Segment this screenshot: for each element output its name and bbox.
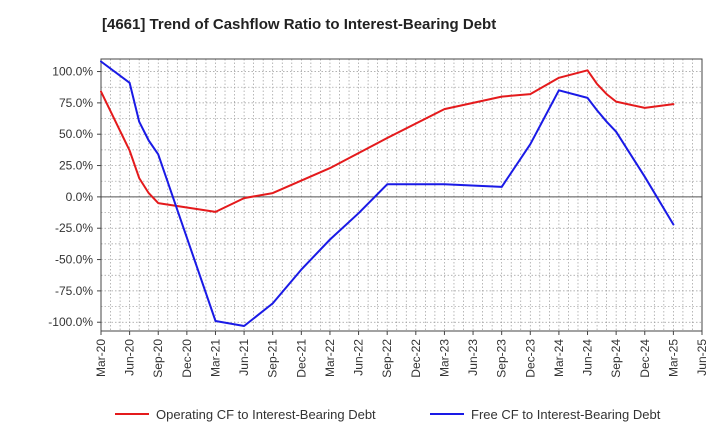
y-tick-label: -75.0% — [55, 284, 93, 298]
x-tick-label: Mar-22 — [323, 339, 337, 377]
x-tick-label: Sep-20 — [151, 339, 165, 378]
x-tick-label: Sep-21 — [266, 339, 280, 378]
x-tick-label: Dec-22 — [409, 339, 423, 378]
axis-layer: 100.0% 75.0% 50.0% 25.0% 0.0% -25.0% -50.0% -75… — [48, 58, 709, 378]
x-tick-label: Mar-20 — [94, 339, 108, 377]
y-tick-label: 25.0% — [59, 159, 93, 173]
x-tick-label: Jun-23 — [466, 339, 480, 376]
legend-layer: Operating CF to Interest-Bearing Debt Fre… — [115, 407, 661, 422]
grid-layer — [100, 59, 703, 331]
series-layer — [100, 60, 675, 327]
legend-label-2: Free CF to Interest-Bearing Debt — [471, 407, 661, 422]
legend-label-1: Operating CF to Interest-Bearing Debt — [156, 407, 376, 422]
x-tick-label: Jun-21 — [237, 339, 251, 376]
x-tick-label: Sep-23 — [495, 339, 509, 378]
series-line-2 — [100, 60, 675, 327]
y-tick-label: 50.0% — [59, 127, 93, 141]
y-tick-label: 75.0% — [59, 96, 93, 110]
y-tick-label: -25.0% — [55, 221, 93, 235]
series-line-1 — [100, 69, 675, 213]
x-tick-label: Jun-22 — [352, 339, 366, 376]
x-tick-label: Mar-25 — [666, 339, 680, 377]
x-tick-label: Mar-21 — [208, 339, 222, 377]
x-tick-label: Sep-22 — [380, 339, 394, 378]
x-tick-label: Mar-24 — [552, 339, 566, 377]
chart-title: [4661] Trend of Cashflow Ratio to Intere… — [102, 16, 497, 33]
x-tick-label: Sep-24 — [609, 339, 623, 378]
plot-frame — [100, 58, 703, 332]
x-tick-label: Dec-21 — [294, 339, 308, 378]
x-tick-label: Jun-24 — [581, 339, 595, 376]
x-tick-label: Dec-20 — [180, 339, 194, 378]
x-tick-label: Dec-24 — [638, 339, 652, 378]
y-tick-label: -50.0% — [55, 253, 93, 267]
y-tick-label: 0.0% — [66, 190, 94, 204]
x-tick-label: Mar-23 — [437, 339, 451, 377]
x-tick-label: Jun-25 — [695, 339, 709, 376]
x-tick-label: Dec-23 — [523, 339, 537, 378]
y-tick-label: 100.0% — [52, 65, 93, 79]
x-tick-label: Jun-20 — [123, 339, 137, 376]
y-tick-label: -100.0% — [48, 315, 93, 329]
